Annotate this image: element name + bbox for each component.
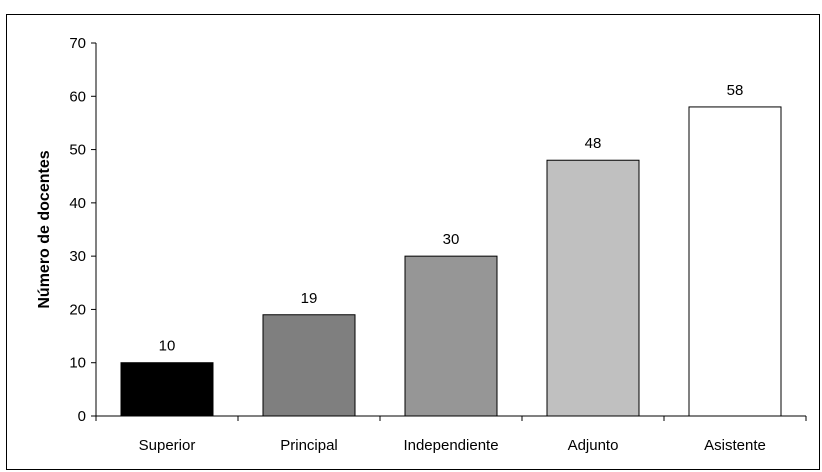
y-tick-label: 10: [69, 355, 86, 372]
y-axis-ticks: 0 10 20 30 40 50 60 70: [69, 35, 96, 425]
y-tick-label: 0: [78, 408, 86, 425]
bar-asistente: [688, 106, 782, 417]
y-tick-label: 60: [69, 88, 86, 105]
y-tick-label: 40: [69, 195, 86, 212]
y-tick-label: 20: [69, 301, 86, 318]
x-tick-label: Superior: [139, 437, 196, 454]
bar-value-label: 48: [585, 135, 602, 152]
x-tick-label: Principal: [280, 437, 338, 454]
bar-independiente: [404, 255, 498, 417]
x-tick-label: Independiente: [403, 437, 498, 454]
bar-value-label: 19: [301, 290, 318, 307]
x-tick-label: Asistente: [704, 437, 766, 454]
y-axis-label: Número de docentes: [36, 150, 53, 308]
bars: [120, 106, 782, 417]
bar-superior: [120, 362, 214, 417]
y-tick-label: 30: [69, 248, 86, 265]
bar-value-label: 10: [159, 338, 176, 355]
bar-principal: [262, 314, 356, 417]
x-tick-label: Adjunto: [568, 437, 619, 454]
bar-value-label: 30: [443, 231, 460, 248]
y-tick-label: 50: [69, 142, 86, 159]
bar-value-label: 58: [727, 82, 744, 99]
bar-value-labels: 10 19 30 48 58: [159, 82, 744, 355]
x-axis-ticks: Superior Principal Independiente Adjunto Asi…: [95, 416, 807, 454]
bar-adjunto: [546, 159, 640, 417]
y-tick-label: 70: [69, 35, 86, 52]
